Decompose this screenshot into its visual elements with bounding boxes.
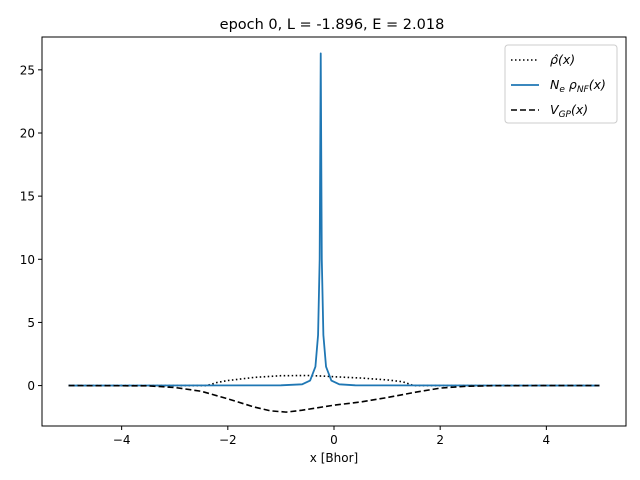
series-line-2 [68, 384, 600, 413]
x-tick-label: −4 [113, 433, 131, 447]
legend: ρ̂(x) Ne ρNF(x) VGP(x) [504, 44, 618, 124]
x-tick-label: 4 [543, 433, 551, 447]
legend-ne-sub: e [559, 85, 565, 95]
legend-frame [504, 44, 618, 124]
x-tick-label: −2 [219, 433, 237, 447]
legend-rho-hat-tail: (x) [558, 52, 575, 67]
y-tick-label: 10 [20, 253, 35, 267]
x-axis-label: x [Bhor] [310, 451, 358, 465]
y-tick-label: 5 [27, 316, 35, 330]
y-tick-label: 0 [27, 379, 35, 393]
legend-ne-sub2: NF [577, 85, 590, 95]
chart-title: epoch 0, L = -1.896, E = 2.018 [220, 17, 445, 33]
plot-area: −4 −2 0 2 4 0 5 10 15 20 25 [20, 36, 627, 447]
legend-ne-mid: ρ [565, 77, 577, 92]
y-tick-label: 15 [20, 190, 35, 204]
legend-v-main: V [550, 102, 560, 117]
y-tick-label: 20 [20, 126, 35, 140]
series-line-0 [68, 374, 600, 387]
legend-v-tail: (x) [571, 102, 588, 117]
legend-label-ne-rho-nf: Ne ρNF(x) [550, 77, 606, 95]
series-line-1 [68, 52, 600, 387]
legend-ne-tail: (x) [589, 77, 606, 92]
legend-label-rho-hat: ρ̂(x) [550, 52, 575, 67]
legend-ne-main: N [550, 77, 560, 92]
x-tick-label: 0 [330, 433, 338, 447]
y-tick-label: 25 [20, 63, 35, 77]
legend-v-sub: GP [559, 110, 572, 120]
x-tick-label: 2 [436, 433, 444, 447]
legend-rho-hat-main: ρ̂ [550, 52, 559, 67]
legend-label-v-gp: VGP(x) [550, 102, 588, 120]
